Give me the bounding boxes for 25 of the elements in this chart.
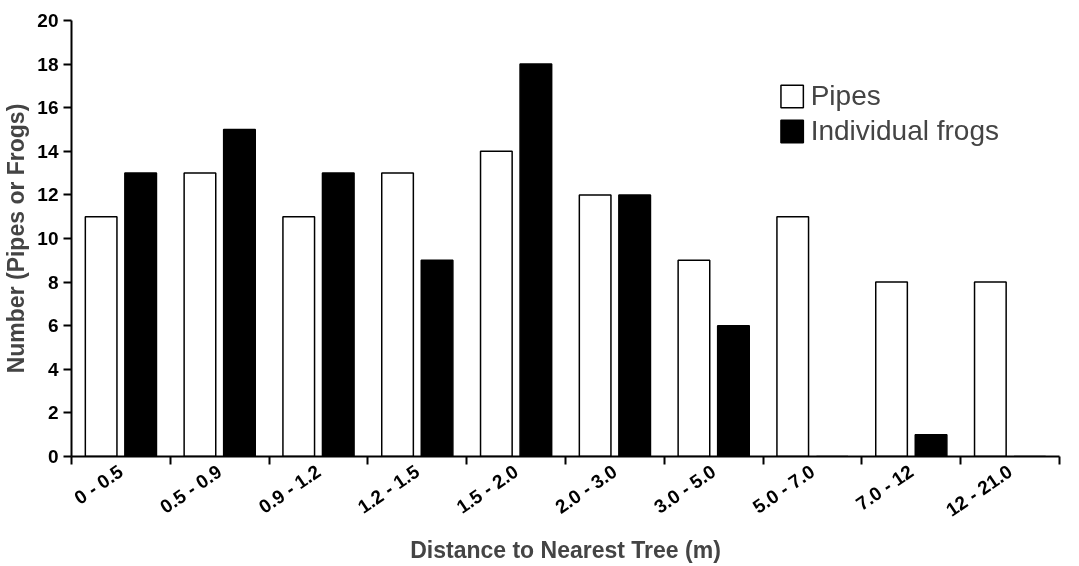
x-tick-label: 0.5 - 0.9: [156, 460, 226, 518]
x-tick-label: 2.0 - 3.0: [551, 460, 621, 518]
y-tick-label: 18: [37, 53, 59, 75]
x-tick-label: 0 - 0.5: [70, 460, 128, 509]
x-tick-label: 5.0 - 7.0: [749, 460, 819, 518]
y-tick-label: 10: [37, 228, 59, 249]
x-axis-title: Distance to Nearest Tree (m): [410, 537, 721, 564]
y-tick-label: 6: [47, 315, 59, 337]
x-tick-label: 1.2 - 1.5: [353, 460, 424, 518]
y-tick-label: 20: [37, 10, 59, 31]
y-tick-label: 4: [47, 358, 59, 380]
x-tick-label: 3.0 - 5.0: [650, 460, 720, 518]
legend-label: Pipes: [810, 80, 881, 112]
x-tick-label: 0.9 - 1.2: [255, 460, 325, 518]
y-tick-label: 2: [47, 402, 59, 424]
y-axis-title: Number (Pipes or Frogs): [3, 103, 30, 374]
x-tick-label: 1.5 - 2.0: [452, 460, 522, 518]
x-tick-label: 7.0 - 12: [852, 460, 918, 515]
y-tick-label: 0: [47, 446, 59, 467]
x-tick-label: 12 - 21.0: [942, 460, 1016, 521]
y-tick-label: 12: [37, 184, 59, 206]
y-tick-label: 14: [37, 140, 59, 162]
y-tick-label: 16: [37, 97, 59, 119]
legend-label: Individual frogs: [810, 115, 999, 147]
y-tick-label: 8: [47, 271, 59, 293]
